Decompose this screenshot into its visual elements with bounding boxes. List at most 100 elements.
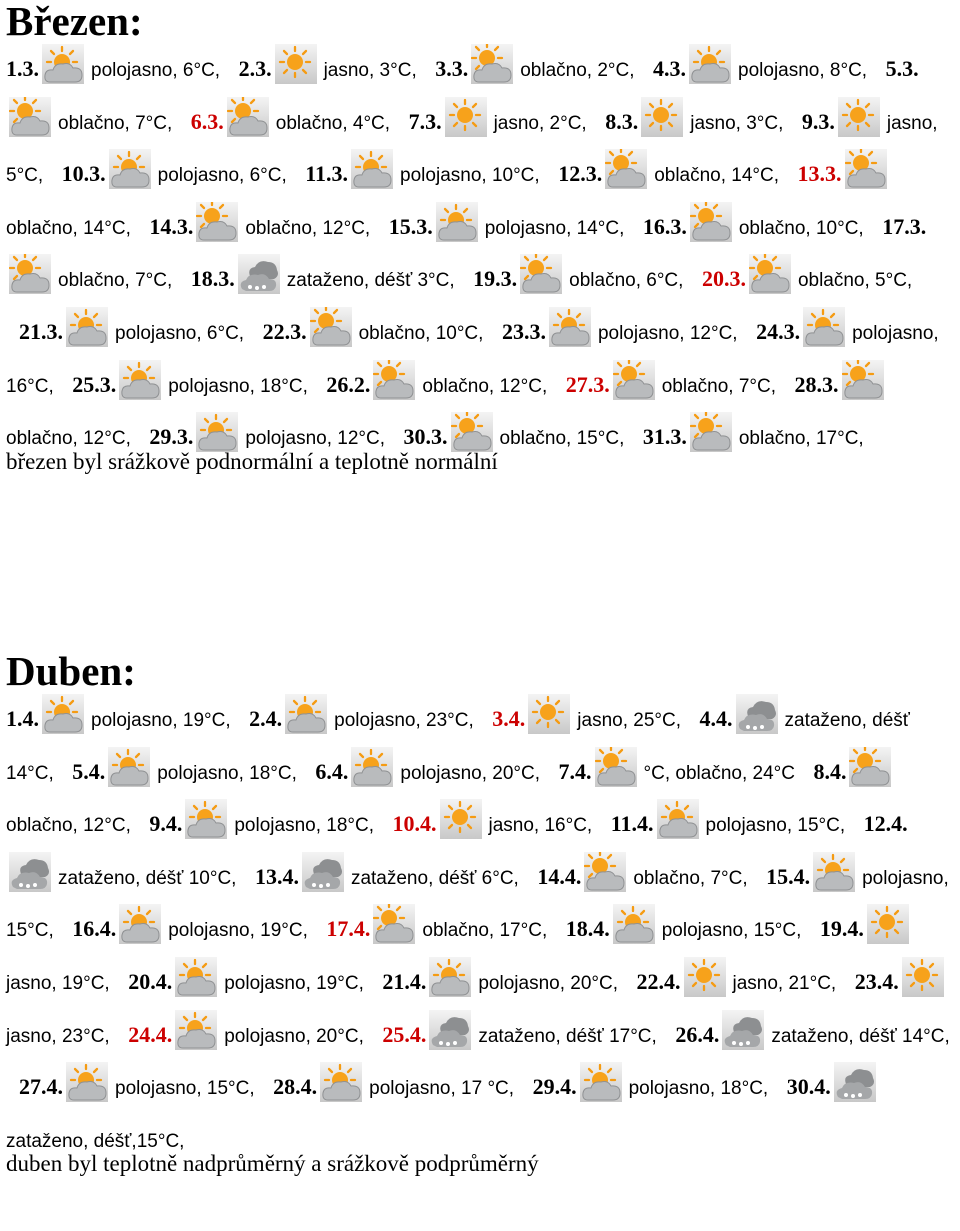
weather-entry: 27.4. polojasno, 15°C, bbox=[6, 1062, 255, 1103]
partly-cloudy-icon bbox=[429, 956, 472, 997]
entry-condition: jasno, 5°C, bbox=[6, 112, 938, 187]
weather-entry: 28.4. polojasno, 17 °C, bbox=[260, 1062, 515, 1103]
partly-cloudy-icon bbox=[66, 306, 108, 347]
weather-entry: 16.4. polojasno, 19°C, bbox=[59, 904, 308, 945]
entry-condition: polojasno, 16°C, bbox=[6, 322, 939, 397]
cloudy-icon bbox=[226, 96, 269, 137]
entry-date: 21.4. bbox=[382, 968, 427, 994]
sunny-icon bbox=[439, 799, 482, 840]
partly-cloudy-icon bbox=[285, 694, 328, 734]
cloudy-icon bbox=[520, 254, 563, 295]
entry-condition: polojasno, 8°C, bbox=[738, 60, 868, 81]
weather-entry: 18.3. zataženo, déšť 3°C, bbox=[178, 254, 455, 295]
entry-condition: oblačno, 10°C, bbox=[358, 322, 484, 344]
weather-entry: 23.3. polojasno, 12°C, bbox=[489, 306, 738, 347]
weather-entry: 21.4. polojasno, 20°C, bbox=[369, 956, 618, 997]
weather-entry: 14.4. oblačno, 7°C, bbox=[524, 851, 748, 892]
entry-date: 12.3. bbox=[558, 161, 603, 187]
entry-condition: polojasno, 14°C, bbox=[484, 217, 625, 239]
sunny-icon bbox=[444, 96, 487, 137]
weather-entry: 2.4. polojasno, 23°C, bbox=[236, 694, 474, 734]
entry-condition: oblačno, 17°C, bbox=[738, 428, 864, 450]
entry-condition: jasno, 16°C, bbox=[488, 815, 593, 837]
entry-date: 27.4. bbox=[19, 1074, 63, 1100]
entry-condition: jasno, 21°C, bbox=[732, 972, 837, 994]
weather-entry: 1.3. polojasno, 6°C, bbox=[6, 44, 221, 84]
entry-condition: polojasno, 15°C, bbox=[705, 815, 846, 837]
partly-cloudy-icon bbox=[108, 746, 151, 787]
march-entries: 1.3. polojasno, 6°C, 2.3. jasno, 3°C, 3.3.… bbox=[6, 44, 954, 465]
weather-entry: 15.3. polojasno, 14°C, bbox=[376, 201, 625, 242]
weather-entry: 24.4. polojasno, 20°C, bbox=[115, 1009, 364, 1050]
rain-icon bbox=[722, 1009, 765, 1050]
entry-date: 7.3. bbox=[408, 108, 442, 134]
rain-icon bbox=[9, 851, 51, 892]
month-heading-march: Březen: bbox=[6, 0, 143, 44]
weather-entry: 26.4. zataženo, déšť 14°C, bbox=[662, 1009, 950, 1050]
entry-condition: jasno, 3°C, bbox=[690, 112, 784, 134]
entry-condition: polojasno, 19°C, bbox=[91, 710, 231, 731]
entry-date: 30.3. bbox=[403, 424, 448, 450]
weather-entry: 16.3. oblačno, 10°C, bbox=[630, 201, 864, 242]
entry-date: 10.3. bbox=[61, 161, 106, 187]
entry-condition: jasno, 23°C, bbox=[6, 1025, 110, 1047]
entry-date: 3.3. bbox=[435, 56, 469, 81]
sunny-icon bbox=[274, 44, 317, 84]
entry-condition: oblačno, 12°C, bbox=[6, 428, 131, 450]
entry-date: 24.4. bbox=[128, 1021, 173, 1047]
entry-condition: oblačno, 5°C, bbox=[797, 270, 913, 292]
partly-cloudy-icon bbox=[351, 746, 394, 787]
entry-date: 23.4. bbox=[854, 968, 899, 994]
weather-entry: 5.4. polojasno, 18°C, bbox=[59, 746, 297, 787]
weather-entry: 20.4. polojasno, 19°C, bbox=[115, 956, 364, 997]
entry-date: 8.4. bbox=[813, 758, 847, 784]
weather-entry: 9.3. jasno, 5°C, bbox=[6, 96, 938, 187]
sunny-icon bbox=[641, 96, 684, 137]
entry-date: 18.3. bbox=[190, 266, 235, 292]
weather-entry: 25.4. zataženo, déšť 17°C, bbox=[369, 1009, 657, 1050]
entry-date: 16.4. bbox=[72, 916, 117, 942]
weather-entry: 30.3. oblačno, 15°C, bbox=[391, 412, 624, 453]
entry-condition: zataženo, déšť 14°C, bbox=[6, 710, 910, 784]
entry-condition: oblačno, 7°C, bbox=[661, 375, 777, 397]
entry-date: 9.4. bbox=[149, 811, 183, 837]
cloudy-icon bbox=[612, 359, 655, 400]
entry-date: 25.3. bbox=[72, 371, 117, 397]
entry-condition: polojasno, 15°C, bbox=[661, 920, 802, 942]
entry-date: 9.3. bbox=[801, 108, 835, 134]
entry-condition: polojasno, 20°C, bbox=[224, 1025, 364, 1047]
rain-icon bbox=[833, 1062, 876, 1103]
entry-condition: zataženo, déšť,15°C, bbox=[6, 1130, 185, 1152]
partly-cloudy-icon bbox=[119, 359, 162, 400]
weather-entry: 13.4. zataženo, déšť 6°C, bbox=[242, 851, 519, 892]
entry-date: 28.3. bbox=[794, 371, 839, 397]
cloudy-icon bbox=[689, 201, 732, 242]
entry-date: 7.4. bbox=[558, 758, 592, 784]
entry-condition: polojasno, 6°C, bbox=[91, 60, 221, 81]
entry-condition: oblačno, 12°C, bbox=[245, 217, 371, 239]
entry-date: 29.4. bbox=[532, 1074, 577, 1100]
entry-condition: oblačno, 14°C, bbox=[6, 217, 131, 239]
entry-condition: oblačno, 14°C, bbox=[654, 165, 780, 187]
entry-condition: oblačno, 7°C, bbox=[58, 112, 173, 134]
entry-condition: oblačno, 17°C, bbox=[422, 920, 548, 942]
entry-condition: zataženo, déšť 6°C, bbox=[350, 867, 519, 889]
weather-entry: 6.3. oblačno, 4°C, bbox=[178, 96, 390, 137]
weather-entry: 4.4. zataženo, déšť 14°C, bbox=[6, 694, 910, 784]
entry-date: 15.3. bbox=[388, 213, 433, 239]
weather-entry: 24.3. polojasno, 16°C, bbox=[6, 306, 939, 397]
entry-condition: oblačno, 2°C, bbox=[520, 60, 635, 81]
weather-entry: 5.3. oblačno, 7°C, bbox=[6, 56, 919, 137]
rain-icon bbox=[735, 694, 778, 734]
entry-date: 13.3. bbox=[797, 161, 842, 187]
entry-condition: polojasno, 17 °C, bbox=[369, 1078, 515, 1100]
entry-date: 2.3. bbox=[238, 56, 272, 81]
entry-date: 30.4. bbox=[786, 1074, 831, 1100]
weather-entry: 21.3. polojasno, 6°C, bbox=[6, 306, 244, 347]
entry-date: 6.4. bbox=[315, 758, 349, 784]
weather-entry: 30.4. zataženo, déšť,15°C, bbox=[6, 1062, 883, 1152]
weather-entry: 17.4. oblačno, 17°C, bbox=[313, 904, 548, 945]
cloudy-icon bbox=[844, 149, 887, 190]
cloudy-icon bbox=[841, 359, 884, 400]
entry-condition: oblačno, 10°C, bbox=[738, 217, 864, 239]
